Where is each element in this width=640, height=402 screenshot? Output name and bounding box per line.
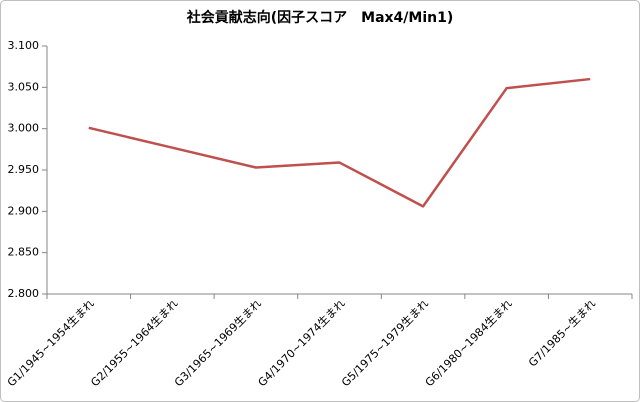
y-tick-label: 2.900 <box>8 204 40 217</box>
y-tick-label: 3.100 <box>8 39 40 52</box>
y-tick-label: 2.800 <box>8 287 40 300</box>
y-tick-label: 3.050 <box>8 80 40 93</box>
chart-title: 社会貢献志向(因子スコア Max4/Min1) <box>186 9 454 26</box>
data-line <box>88 77 591 208</box>
y-tick-label: 3.000 <box>8 122 40 135</box>
y-tick-label: 2.950 <box>8 163 40 176</box>
y-tick-label: 2.850 <box>8 246 40 259</box>
